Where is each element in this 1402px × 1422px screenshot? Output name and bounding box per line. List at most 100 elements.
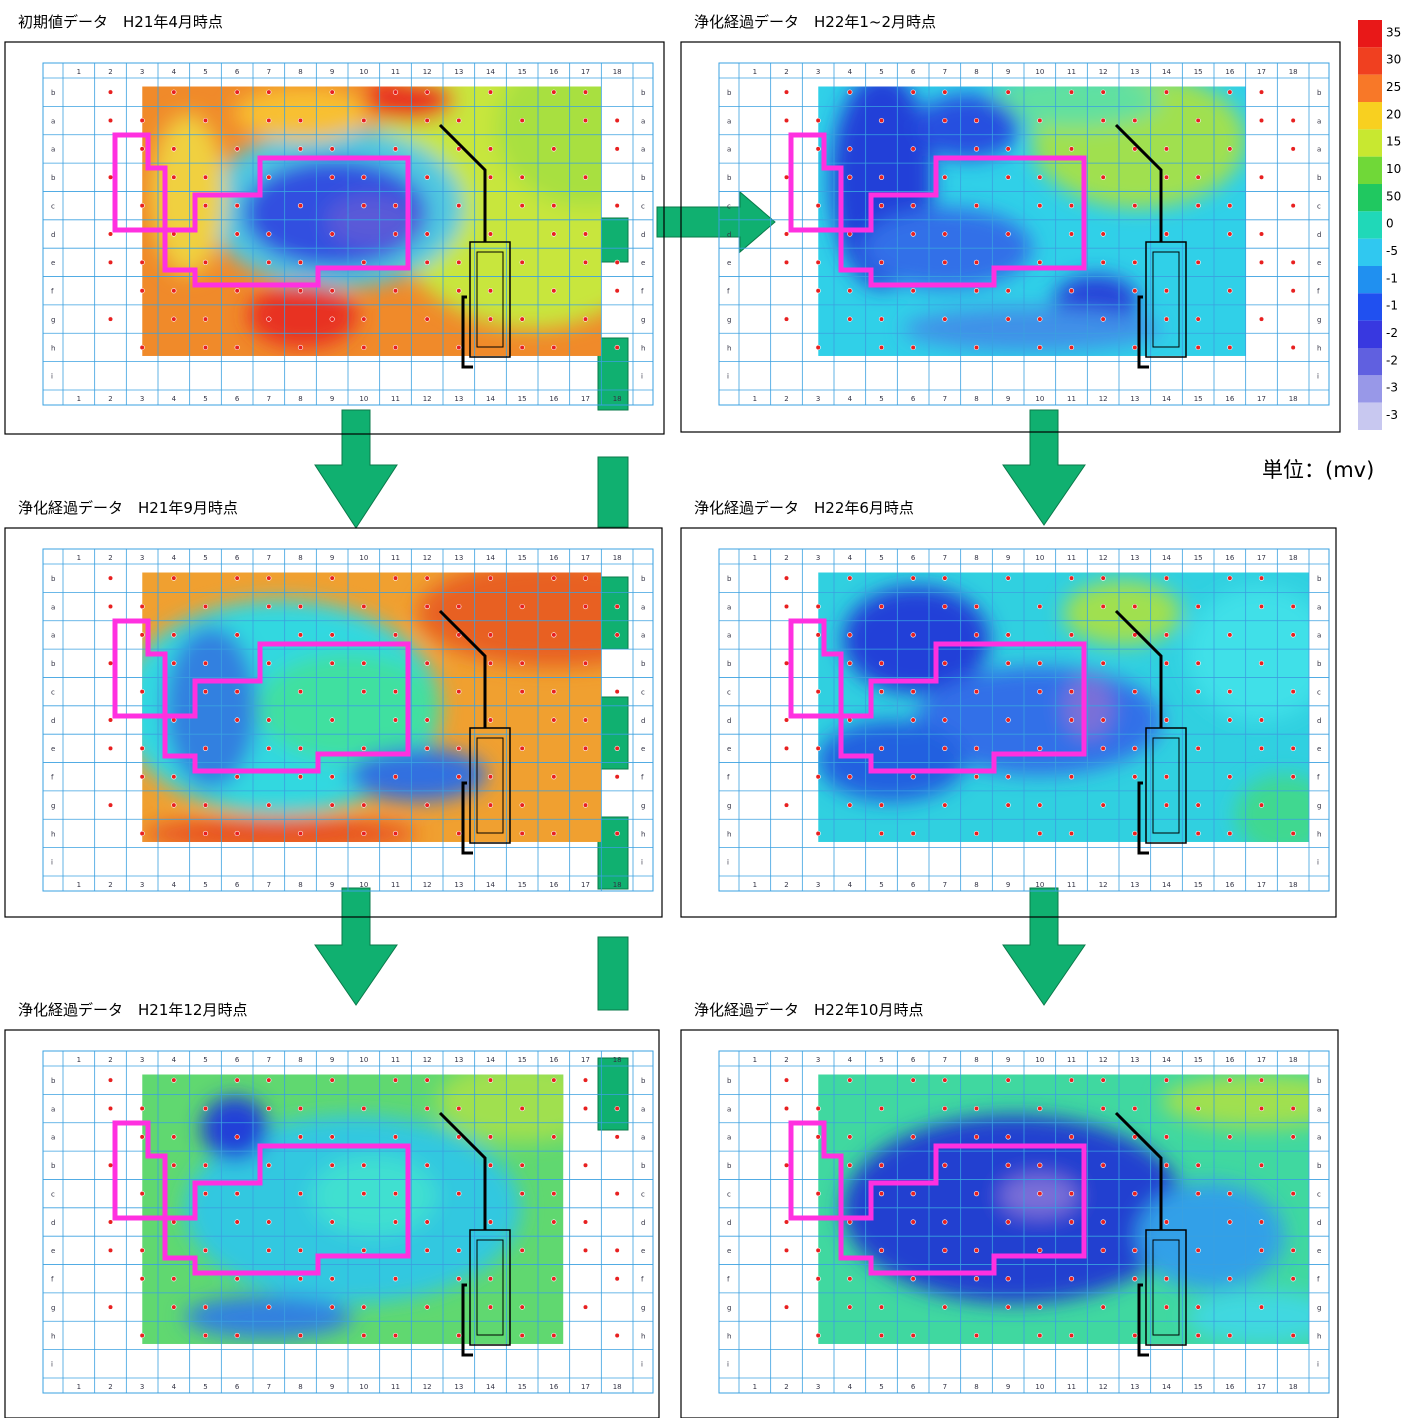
sample-point: [140, 633, 145, 638]
sample-point: [1133, 260, 1138, 265]
sample-point: [393, 576, 398, 581]
sample-point: [1101, 1220, 1106, 1225]
sample-point: [520, 260, 525, 265]
legend-label: 20: [1386, 107, 1401, 121]
column-label: 15: [1194, 68, 1203, 76]
column-label: 3: [140, 554, 144, 562]
sample-point: [784, 604, 789, 609]
row-label: b: [51, 575, 56, 583]
sample-point: [172, 1078, 177, 1083]
sample-point: [488, 661, 493, 666]
sample-point: [1101, 604, 1106, 609]
sample-point: [974, 746, 979, 751]
column-label: 7: [267, 68, 271, 76]
sample-point: [1038, 1163, 1043, 1168]
sample-point: [1038, 803, 1043, 808]
column-label: 12: [1099, 554, 1108, 562]
sample-point: [943, 604, 948, 609]
row-label: b: [1317, 1077, 1322, 1085]
sample-point: [943, 317, 948, 322]
sample-point: [298, 260, 303, 265]
sample-point: [911, 203, 916, 208]
sample-point: [267, 746, 272, 751]
sample-point: [615, 1135, 620, 1140]
column-label: 2: [108, 881, 112, 889]
column-label: 16: [1225, 554, 1234, 562]
row-label: b: [51, 89, 56, 97]
column-label: 5: [879, 881, 883, 889]
sample-point: [1006, 633, 1011, 638]
row-label: g: [641, 802, 645, 810]
sample-point: [330, 576, 335, 581]
sample-point: [1196, 803, 1201, 808]
row-label: h: [51, 344, 55, 352]
column-label: 5: [203, 881, 207, 889]
sample-point: [879, 1163, 884, 1168]
row-label: f: [51, 288, 54, 296]
column-label: 12: [423, 1383, 432, 1391]
sample-point: [330, 147, 335, 152]
sample-point: [108, 1248, 113, 1253]
row-label: a: [641, 146, 645, 154]
sample-point: [943, 175, 948, 180]
sample-point: [615, 203, 620, 208]
sample-point: [1196, 317, 1201, 322]
row-label: h: [51, 1332, 55, 1340]
sample-point: [1259, 175, 1264, 180]
sample-point: [879, 661, 884, 666]
column-label: 7: [267, 1056, 271, 1064]
sample-point: [1164, 1135, 1169, 1140]
sample-point: [1133, 689, 1138, 694]
sample-point: [1101, 1078, 1106, 1083]
sample-point: [974, 604, 979, 609]
sample-point: [488, 1220, 493, 1225]
sample-point: [1006, 317, 1011, 322]
sample-point: [267, 260, 272, 265]
sample-point: [203, 1106, 208, 1111]
sample-point: [1006, 576, 1011, 581]
sample-point: [879, 746, 884, 751]
column-label: 14: [1162, 1383, 1171, 1391]
row-label: c: [727, 202, 731, 210]
sample-point: [267, 90, 272, 95]
sample-point: [1196, 1248, 1201, 1253]
row-label: b: [51, 660, 56, 668]
row-label: g: [1317, 316, 1321, 324]
contour-map: [818, 73, 1246, 356]
sample-point: [267, 803, 272, 808]
sample-point: [1196, 689, 1201, 694]
sample-point: [108, 718, 113, 723]
column-label: 3: [140, 395, 144, 403]
sample-point: [140, 118, 145, 123]
sample-point: [615, 689, 620, 694]
sample-point: [1164, 774, 1169, 779]
sample-point: [1228, 1220, 1233, 1225]
sample-point: [1291, 831, 1296, 836]
row-label: b: [1317, 575, 1322, 583]
sample-point: [108, 1220, 113, 1225]
column-label: 16: [549, 1056, 558, 1064]
legend-swatch: [1358, 239, 1382, 266]
sample-point: [457, 746, 462, 751]
column-label: 4: [172, 68, 177, 76]
sample-point: [425, 175, 430, 180]
column-label: 8: [298, 881, 302, 889]
sample-point: [235, 1276, 240, 1281]
sample-point: [362, 118, 367, 123]
row-label: h: [1317, 1332, 1321, 1340]
sample-point: [203, 1191, 208, 1196]
column-label: 4: [172, 395, 177, 403]
sample-point: [816, 1135, 821, 1140]
sample-point: [488, 1078, 493, 1083]
sample-point: [457, 1333, 462, 1338]
column-label: 9: [330, 1383, 334, 1391]
sample-point: [235, 1220, 240, 1225]
sample-point: [172, 661, 177, 666]
legend-swatch: [1358, 102, 1382, 129]
sample-point: [1291, 1333, 1296, 1338]
sample-point: [425, 1163, 430, 1168]
sample-point: [425, 604, 430, 609]
sample-point: [784, 661, 789, 666]
map-panel: 浄化経過データ H22年10月時点11223344556677889910101…: [681, 1001, 1358, 1418]
sample-point: [362, 661, 367, 666]
